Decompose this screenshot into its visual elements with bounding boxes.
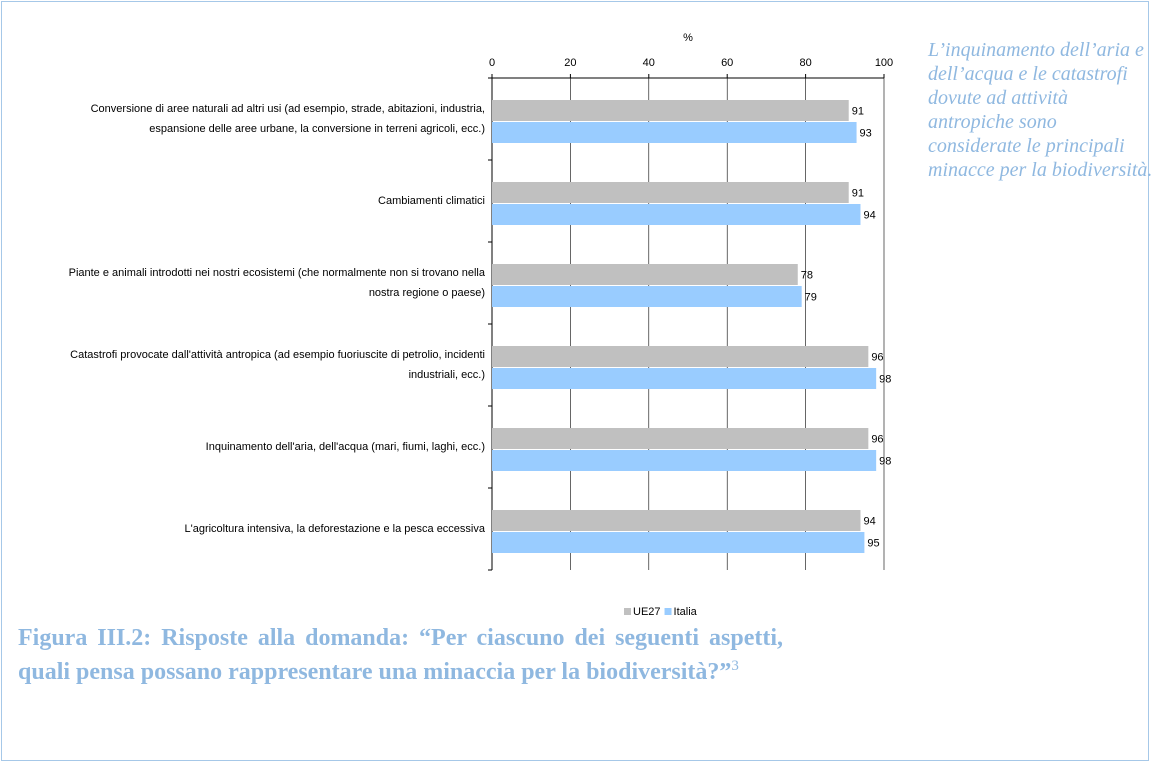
x-tick-label: 0 <box>489 57 495 69</box>
category-label: Conversione di aree naturali ad altri us… <box>90 103 485 135</box>
x-axis-label: % <box>683 32 693 44</box>
category-label: Inquinamento dell'aria, dell'acqua (mari… <box>205 441 485 453</box>
bar <box>492 428 869 449</box>
bar <box>492 122 857 143</box>
bar <box>492 368 877 389</box>
bar <box>492 286 802 307</box>
bar <box>492 204 861 225</box>
caption-text: Figura III.2: Risposte alla domanda: “Pe… <box>18 625 783 685</box>
bar <box>492 100 849 121</box>
data-label: 98 <box>879 373 891 385</box>
category-label: Catastrofi provocate dall'attività antro… <box>70 349 485 381</box>
data-label: 78 <box>801 269 813 281</box>
category-label: Cambiamenti climatici <box>378 195 485 207</box>
data-label: 96 <box>871 433 883 445</box>
category-label: Piante e animali introdotti nei nostri e… <box>68 267 485 299</box>
bar <box>492 510 861 531</box>
data-label: 94 <box>863 209 875 221</box>
category-label: L'agricoltura intensiva, la deforestazio… <box>184 523 486 535</box>
bar <box>492 532 865 553</box>
data-label: 96 <box>871 351 883 363</box>
data-label: 93 <box>860 127 872 139</box>
data-label: 91 <box>852 105 864 117</box>
x-tick-label: 40 <box>643 57 655 69</box>
data-label: 95 <box>867 537 879 549</box>
legend-label: UE27 <box>633 606 661 618</box>
caption: Figura III.2: Risposte alla domanda: “Pe… <box>18 624 783 686</box>
data-label: 79 <box>805 291 817 303</box>
legend-swatch <box>624 608 631 615</box>
x-tick-label: 60 <box>721 57 733 69</box>
data-label: 98 <box>879 455 891 467</box>
bar <box>492 346 869 367</box>
side-note: L’inquinamento dell’aria e dell’acqua e … <box>928 39 1153 181</box>
data-label: 91 <box>852 187 864 199</box>
bar <box>492 264 798 285</box>
legend-label: Italia <box>674 606 698 618</box>
bar <box>492 450 877 471</box>
bar <box>492 182 849 203</box>
x-tick-label: 20 <box>564 57 576 69</box>
data-label: 94 <box>863 515 875 527</box>
legend-swatch <box>664 608 672 615</box>
x-tick-label: 100 <box>875 57 893 69</box>
x-tick-label: 80 <box>799 57 811 69</box>
footnote-mark: 3 <box>731 658 739 674</box>
